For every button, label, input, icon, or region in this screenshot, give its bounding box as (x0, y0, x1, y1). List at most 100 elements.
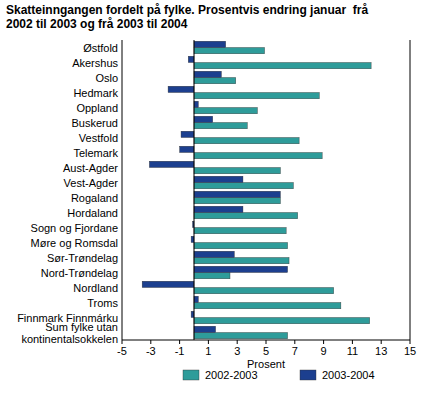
text-line: Hedmark (73, 87, 118, 99)
text-line: Rogaland (71, 192, 118, 204)
category-label: Vest-Agder (64, 177, 119, 189)
tick (323, 340, 324, 344)
bar (194, 123, 247, 129)
bar (194, 101, 198, 107)
text-line: Troms (87, 297, 118, 309)
bar (194, 176, 243, 182)
bar (194, 41, 226, 47)
tick-label: 1 (205, 345, 211, 357)
bar (194, 303, 341, 309)
legend-label: 2003-2004 (322, 369, 375, 381)
category-label: Sum fylke utankontinentalsokkelen (21, 321, 118, 345)
tick (150, 340, 151, 344)
category-label: Buskerud (72, 117, 118, 129)
text-line: Buskerud (72, 117, 118, 129)
text-line: Oppland (76, 102, 118, 114)
category-label: Oslo (95, 72, 118, 84)
category-label: Østfold (83, 42, 118, 54)
bar (180, 146, 194, 152)
text-line: Sogn og Fjordane (31, 222, 118, 234)
text-line: Vest-Agder (64, 177, 119, 189)
tick-label: -3 (146, 345, 156, 357)
bar (194, 48, 265, 54)
text-line: Oslo (95, 72, 118, 84)
category-label: Rogaland (71, 192, 118, 204)
bar (142, 281, 194, 287)
bar (194, 318, 370, 324)
category-label: Hordaland (67, 207, 118, 219)
bar (194, 258, 289, 264)
bar (194, 266, 288, 272)
category-label: Hedmark (73, 87, 118, 99)
bar (194, 326, 216, 332)
tick-label: 9 (321, 345, 327, 357)
tick (266, 340, 267, 344)
title-line: 2002 til 2003 og frå 2003 til 2004 (6, 17, 188, 31)
text-line: Telemark (73, 147, 118, 159)
tick (294, 340, 295, 344)
bar (194, 273, 230, 279)
text-line: Østfold (83, 42, 118, 54)
text-line: Sum fylke utan (45, 321, 118, 333)
bar (194, 288, 334, 294)
bar (181, 131, 194, 137)
zero-line (194, 40, 195, 340)
text-line: Aust-Agder (63, 162, 118, 174)
bar (194, 183, 293, 189)
bar (194, 108, 257, 114)
axis-frame-right (410, 40, 411, 340)
text-line: Møre og Romsdal (31, 237, 118, 249)
category-label: Troms (87, 297, 118, 309)
category-label: Nordland (73, 282, 118, 294)
tick (122, 340, 123, 344)
bar (194, 198, 280, 204)
text-line: Sør-Trøndelag (47, 252, 118, 264)
category-label: Sør-Trøndelag (47, 252, 118, 264)
text-line: kontinentalsokkelen (21, 333, 118, 345)
tick (352, 340, 353, 344)
tick-label: 15 (404, 345, 416, 357)
bar (194, 138, 299, 144)
bar (194, 191, 280, 197)
axis-frame-left (122, 40, 123, 340)
text-line: Nordland (73, 282, 118, 294)
bar (194, 228, 286, 234)
text-line: Nord-Trøndelag (41, 267, 118, 279)
tick (410, 340, 411, 344)
bar (194, 78, 236, 84)
tick-label: 11 (347, 345, 358, 357)
bar (194, 333, 288, 339)
category-label: Telemark (73, 147, 118, 159)
category-label: Aust-Agder (63, 162, 118, 174)
tick (208, 340, 209, 344)
bar (194, 243, 288, 249)
bars (142, 41, 371, 339)
category-label: Nord-Trøndelag (41, 267, 118, 279)
tick-label: -5 (117, 345, 127, 357)
legend-swatch (300, 370, 316, 380)
category-label: Vestfold (79, 132, 118, 144)
category-label: Akershus (72, 57, 118, 69)
tick-label: 13 (375, 345, 387, 357)
tick-label: 5 (263, 345, 269, 357)
bar (168, 86, 194, 92)
legend-label: 2002-2003 (205, 369, 258, 381)
category-label: Møre og Romsdal (31, 237, 118, 249)
legend-swatch (183, 370, 199, 380)
bar (194, 153, 322, 159)
tick (237, 340, 238, 344)
tick (381, 340, 382, 344)
title: Skatteinngangen fordelt på fylke. Prosen… (6, 3, 368, 31)
bar (188, 56, 194, 62)
bar (194, 116, 213, 122)
bar (194, 168, 280, 174)
text-line: Vestfold (79, 132, 118, 144)
category-label: Sogn og Fjordane (31, 222, 118, 234)
category-label: Oppland (76, 102, 118, 114)
bar (194, 206, 243, 212)
bar (194, 251, 234, 257)
bar (194, 93, 319, 99)
bar (194, 213, 298, 219)
title-line: Skatteinngangen fordelt på fylke. Prosen… (6, 3, 368, 17)
chart: Skatteinngangen fordelt på fylke. Prosen… (0, 0, 424, 393)
